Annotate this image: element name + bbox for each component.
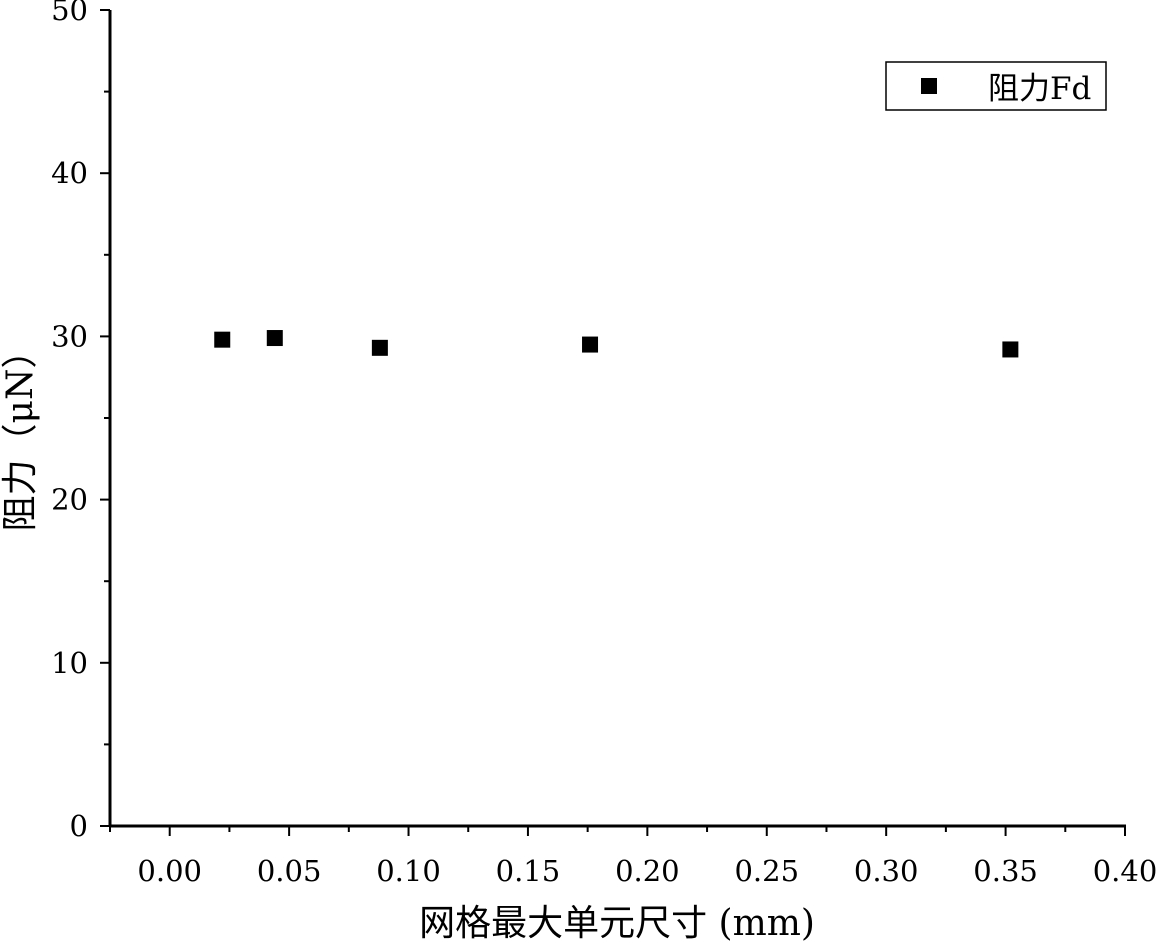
- x-tick-label: 0.15: [496, 854, 561, 888]
- x-ticks: 0.00 0.05 0.10 0.15 0.20 0.25 0.30 0.35 0.40: [109, 826, 1157, 888]
- x-tick-label: 0.10: [376, 854, 441, 888]
- x-tick-label: 0.35: [973, 854, 1038, 888]
- legend-marker-square: [921, 78, 937, 94]
- data-point: [266, 330, 283, 347]
- data-point: [1002, 341, 1019, 358]
- legend: 阻力Fd: [885, 61, 1107, 111]
- y-tick-label: 50: [51, 0, 88, 27]
- x-tick-label: 0.00: [137, 854, 202, 888]
- x-axis-label: 网格最大单元尺寸 (mm): [419, 903, 815, 943]
- data-point: [582, 336, 599, 353]
- y-tick-label: 10: [51, 646, 88, 680]
- x-tick-label: 0.25: [734, 854, 799, 888]
- y-axis-label: 阻力（μN）: [0, 333, 41, 532]
- x-tick-label: 0.30: [854, 854, 919, 888]
- y-ticks: 0 10 20 30 40 50: [51, 0, 110, 843]
- data-points: [214, 330, 1019, 358]
- x-tick-label: 0.40: [1093, 854, 1157, 888]
- data-point: [214, 331, 231, 348]
- axes: [108, 10, 1126, 828]
- x-tick-label: 0.05: [257, 854, 322, 888]
- data-point: [371, 339, 388, 356]
- y-tick-label: 30: [51, 319, 88, 353]
- y-tick-label: 40: [51, 156, 88, 190]
- y-tick-label: 0: [70, 809, 88, 843]
- legend-label: 阻力Fd: [988, 71, 1091, 107]
- x-tick-label: 0.20: [615, 854, 680, 888]
- y-tick-label: 20: [51, 483, 88, 517]
